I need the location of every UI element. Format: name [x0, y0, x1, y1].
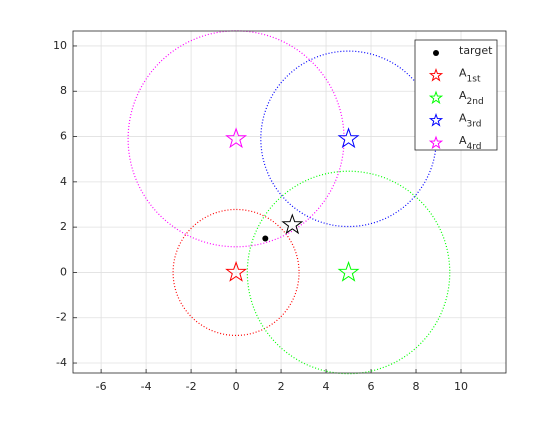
- legend-marker: [433, 50, 439, 56]
- legend-label: A4rd: [459, 134, 482, 152]
- legend-marker: [428, 90, 444, 105]
- y-tick-label: 2: [60, 220, 67, 233]
- x-tick-label: -6: [96, 380, 107, 393]
- y-tick-label: -4: [56, 356, 67, 369]
- y-tick-label: 4: [60, 175, 67, 188]
- legend-marker: [428, 67, 444, 82]
- range-circle: [127, 30, 345, 248]
- legend-label-sub: 2nd: [467, 97, 484, 107]
- legend-label-main: A: [459, 134, 467, 147]
- x-tick-label: -4: [141, 380, 152, 393]
- grid: [73, 31, 506, 373]
- legend-label-main: A: [459, 89, 467, 102]
- anchor-star: [337, 260, 360, 282]
- range-circle: [172, 208, 300, 337]
- estimate-star: [281, 213, 304, 235]
- x-tick-label: 4: [323, 380, 330, 393]
- legend-label-sub: 3rd: [467, 119, 482, 129]
- legend-marker: [428, 112, 444, 127]
- legend-label: target: [459, 44, 493, 57]
- anchor-star: [225, 127, 248, 149]
- y-tick-label: 8: [60, 84, 67, 97]
- x-tick-label: 10: [454, 380, 468, 393]
- y-tick-label: 0: [60, 265, 67, 278]
- x-tick-label: -2: [186, 380, 197, 393]
- legend-label-main: A: [459, 67, 467, 80]
- x-tick-label: 8: [413, 380, 420, 393]
- x-tick-label: 0: [233, 380, 240, 393]
- legend-label-main: A: [459, 112, 467, 125]
- x-tick-label: 6: [368, 380, 375, 393]
- legend-label: A3rd: [459, 112, 482, 130]
- target-point: [262, 235, 269, 242]
- legend-label: A1st: [459, 67, 481, 85]
- axes-box: [72, 30, 507, 374]
- anchor-star: [225, 260, 248, 282]
- legend-label-sub: 1st: [467, 74, 481, 84]
- legend-marker: [428, 135, 444, 150]
- legend-label-sub: 4rd: [467, 142, 482, 152]
- legend-label: A2nd: [459, 89, 484, 107]
- legend-label-main: target: [459, 44, 493, 57]
- y-tick-label: -2: [56, 311, 67, 324]
- legend-box: [414, 39, 498, 151]
- x-tick-label: 2: [278, 380, 285, 393]
- y-tick-label: 6: [60, 130, 67, 143]
- y-tick-label: 10: [53, 39, 67, 52]
- range-circle: [246, 170, 451, 375]
- anchor-star: [337, 127, 360, 149]
